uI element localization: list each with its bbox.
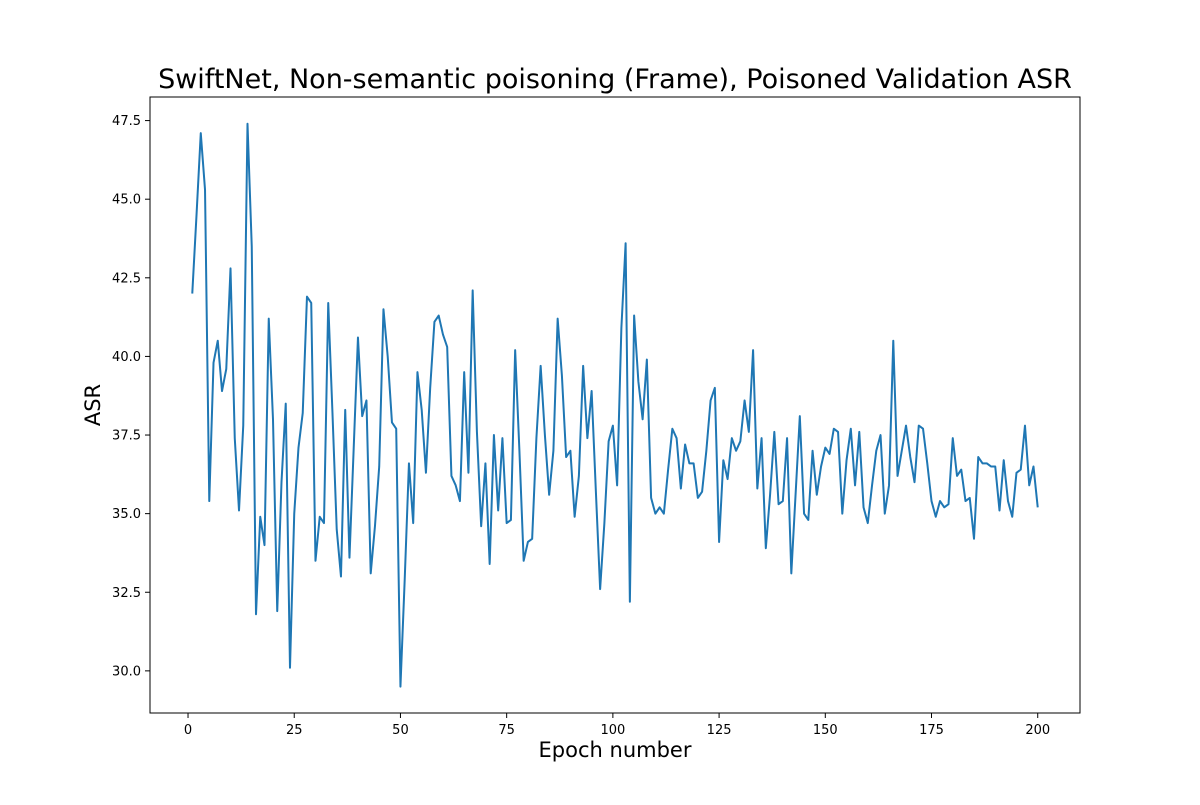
plot-frame — [149, 96, 1081, 714]
y-tick-label: 42.5 — [112, 271, 141, 286]
x-tick-label: 25 — [286, 723, 303, 738]
y-tick-label: 30.0 — [112, 664, 141, 679]
x-tick-label: 175 — [919, 723, 944, 738]
x-tick-label: 150 — [813, 723, 838, 738]
y-tick-label: 32.5 — [112, 586, 141, 601]
x-axis-label: Epoch number — [539, 738, 692, 762]
y-tick-label: 47.5 — [112, 114, 141, 129]
x-tick-label: 75 — [498, 723, 515, 738]
series-line — [191, 122, 1039, 688]
y-axis: 30.0 32.5 35.0 37.5 40.0 42.5 45.0 47.5 — [112, 114, 150, 679]
x-tick-label: 0 — [184, 723, 192, 738]
x-axis: 0 25 50 75 100 125 150 175 200 — [184, 713, 1050, 738]
y-tick-label: 35.0 — [112, 507, 141, 522]
plot-area: 0 25 50 75 100 125 150 175 200 30.0 32.5 35.0 37.5 4… — [112, 96, 1081, 738]
x-tick-label: 100 — [600, 723, 625, 738]
y-tick-label: 37.5 — [112, 429, 141, 444]
y-tick-label: 40.0 — [112, 350, 141, 365]
chart-title: SwiftNet, Non-semantic poisoning (Frame)… — [158, 64, 1072, 95]
x-tick-label: 125 — [707, 723, 732, 738]
x-tick-label: 50 — [392, 723, 409, 738]
x-tick-label: 200 — [1025, 723, 1050, 738]
y-tick-label: 45.0 — [112, 193, 141, 208]
y-axis-label: ASR — [81, 384, 105, 426]
